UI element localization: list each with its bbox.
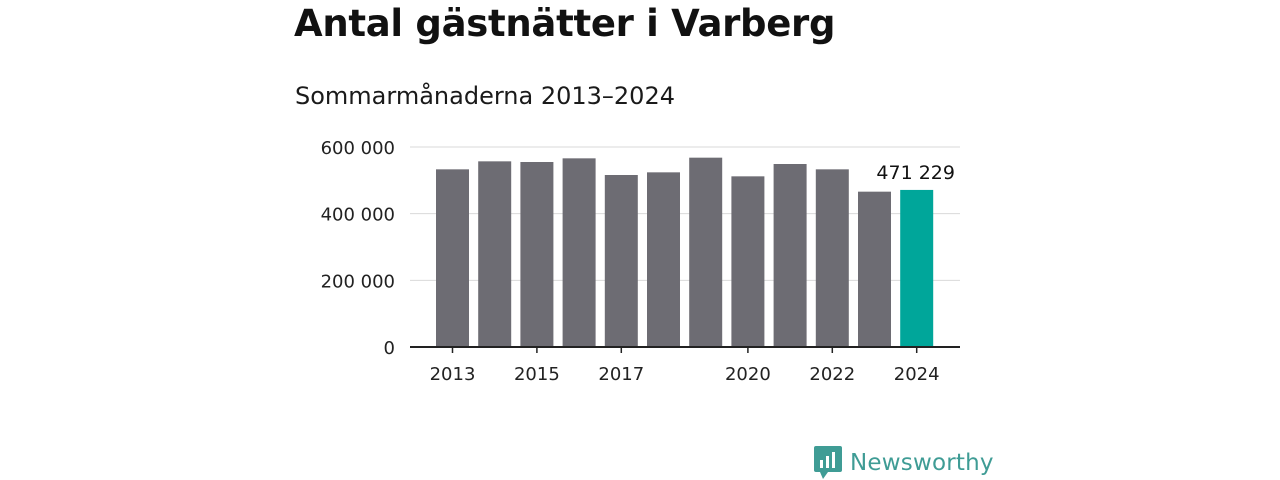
bar bbox=[478, 161, 512, 347]
bar bbox=[604, 175, 638, 347]
x-tick-label: 2020 bbox=[725, 364, 771, 385]
y-tick-label: 200 000 bbox=[321, 271, 395, 292]
newsworthy-icon bbox=[814, 446, 842, 479]
x-tick-label: 2024 bbox=[894, 364, 940, 385]
data-label: 471 229 bbox=[876, 162, 955, 184]
bar bbox=[647, 172, 680, 347]
y-tick-label: 600 000 bbox=[321, 138, 395, 159]
bar bbox=[562, 158, 596, 347]
x-tick-label: 2015 bbox=[514, 364, 560, 385]
bar bbox=[436, 169, 469, 347]
brand-name: Newsworthy bbox=[850, 450, 994, 476]
bar bbox=[815, 169, 849, 347]
bar bbox=[520, 162, 554, 347]
bar bbox=[773, 164, 807, 347]
bar bbox=[689, 157, 723, 347]
x-tick-label: 2022 bbox=[809, 364, 855, 385]
chart-subtitle: Sommarmånaderna 2013–2024 bbox=[295, 82, 675, 110]
bar bbox=[858, 191, 891, 347]
y-tick-label: 0 bbox=[384, 338, 395, 359]
x-tick-label: 2017 bbox=[598, 364, 644, 385]
brand-logo: Newsworthy bbox=[814, 446, 994, 480]
bar bbox=[731, 176, 765, 347]
y-tick-label: 400 000 bbox=[321, 205, 395, 226]
chart-title: Antal gästnätter i Varberg bbox=[294, 2, 836, 45]
bar-highlight bbox=[900, 189, 934, 347]
x-tick-label: 2013 bbox=[430, 364, 476, 385]
